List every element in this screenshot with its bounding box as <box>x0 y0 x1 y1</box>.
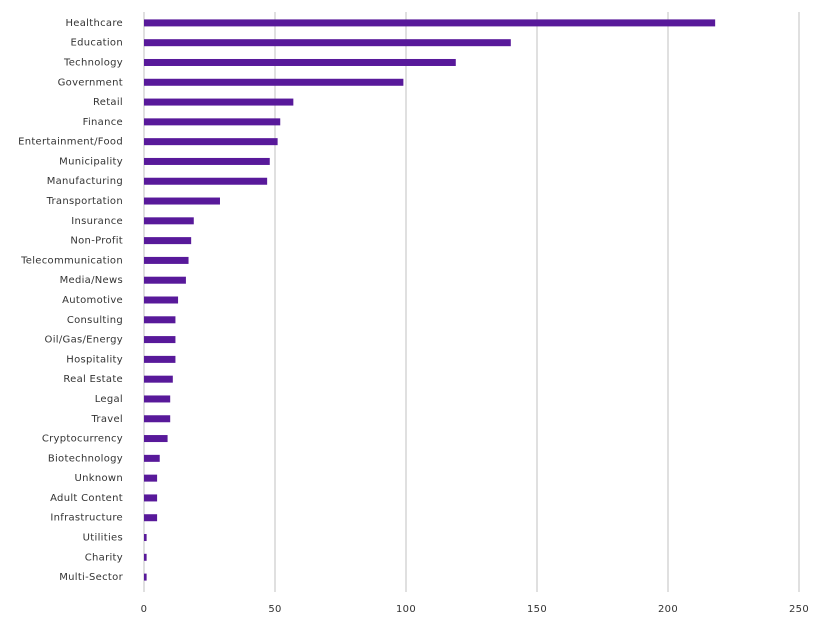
y-tick-label: Finance <box>83 117 123 128</box>
bar <box>144 58 456 66</box>
bar <box>144 435 168 443</box>
y-tick-label: Legal <box>95 394 123 405</box>
y-tick-label: Telecommunication <box>20 255 123 266</box>
y-tick-label: Non-Profit <box>70 236 123 247</box>
y-tick-label: Automotive <box>62 295 123 306</box>
x-tick-label: 0 <box>141 604 148 615</box>
bar <box>144 316 176 324</box>
y-tick-label: Infrastructure <box>50 513 123 524</box>
bar <box>144 355 176 363</box>
x-tick-label: 250 <box>789 604 809 615</box>
x-tick-label: 150 <box>527 604 547 615</box>
bar <box>144 553 147 561</box>
bar <box>144 534 147 542</box>
x-tick-label: 200 <box>658 604 678 615</box>
x-tick-label: 100 <box>396 604 416 615</box>
bar <box>144 494 158 502</box>
y-tick-label: Transportation <box>46 196 123 207</box>
bar <box>144 395 171 403</box>
bar <box>144 98 294 106</box>
bar <box>144 217 194 225</box>
y-tick-label: Manufacturing <box>47 176 123 187</box>
y-tick-label: Travel <box>90 414 123 425</box>
y-tick-label: Insurance <box>71 216 123 227</box>
y-tick-label: Consulting <box>67 315 123 326</box>
y-tick-label: Multi-Sector <box>59 572 123 583</box>
y-tick-label: Adult Content <box>50 493 123 504</box>
bar <box>144 78 404 86</box>
bar <box>144 177 268 185</box>
bar <box>144 514 158 522</box>
y-tick-label: Retail <box>93 97 123 108</box>
bar <box>144 474 158 482</box>
y-tick-label: Hospitality <box>66 354 123 365</box>
bar <box>144 256 189 264</box>
y-tick-label: Cryptocurrency <box>42 434 123 445</box>
y-tick-label: Technology <box>63 57 123 68</box>
y-tick-label: Government <box>58 77 123 88</box>
bar <box>144 157 270 165</box>
y-tick-label: Biotechnology <box>48 453 123 464</box>
y-tick-label: Healthcare <box>65 18 123 29</box>
bar <box>144 454 160 462</box>
y-tick-label: Education <box>71 38 124 49</box>
y-tick-label: Entertainment/Food <box>18 137 123 148</box>
y-tick-label: Charity <box>85 552 123 563</box>
bar <box>144 39 511 47</box>
bar <box>144 336 176 344</box>
bar <box>144 415 171 423</box>
bar <box>144 19 716 27</box>
y-tick-label: Real Estate <box>63 374 123 385</box>
bar <box>144 276 186 284</box>
bar <box>144 237 192 245</box>
bar <box>144 118 281 126</box>
bar <box>144 573 147 581</box>
bar <box>144 197 220 205</box>
bar <box>144 138 278 146</box>
y-tick-label: Utilities <box>83 533 123 544</box>
y-tick-label: Municipality <box>59 156 123 167</box>
bar <box>144 296 179 304</box>
x-tick-label: 50 <box>268 604 281 615</box>
bar <box>144 375 173 383</box>
y-tick-label: Unknown <box>74 473 123 484</box>
y-tick-label: Media/News <box>60 275 123 286</box>
y-tick-label: Oil/Gas/Energy <box>45 335 123 346</box>
